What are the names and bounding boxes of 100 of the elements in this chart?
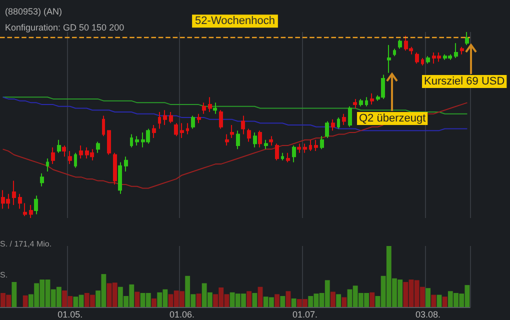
candlestick (454, 42, 458, 59)
candlestick (118, 162, 122, 194)
candlestick (269, 136, 273, 146)
candlestick (320, 136, 324, 150)
candlestick (57, 139, 61, 154)
bar (370, 292, 375, 307)
bar (436, 294, 442, 307)
candlestick (130, 134, 133, 148)
x-tick-label: 01.05. (58, 310, 83, 320)
candlestick (180, 122, 184, 139)
candlestick (62, 144, 66, 158)
candlestick (79, 144, 83, 159)
candlestick (398, 38, 402, 50)
candlestick (12, 180, 16, 206)
candlestick (275, 143, 279, 161)
bar (442, 296, 448, 307)
candlestick (102, 115, 105, 137)
bar (196, 294, 202, 307)
candlestick (107, 130, 111, 156)
candlestick (241, 115, 245, 135)
bar (274, 294, 280, 307)
candlestick (253, 132, 257, 148)
candlestick (281, 152, 284, 161)
candlestick (74, 152, 77, 168)
candlestick (208, 96, 212, 112)
annotation: S. (0, 270, 8, 280)
candlestick (460, 46, 464, 55)
candlestick (174, 122, 178, 137)
candlestick (169, 111, 173, 124)
bar (336, 294, 342, 307)
candlestick (197, 113, 201, 124)
candlestick (219, 110, 223, 130)
candlestick (337, 117, 340, 130)
chart-title: (880953) (AN) (5, 6, 62, 16)
bar (342, 297, 347, 307)
candlestick (51, 146, 55, 165)
bar (258, 286, 263, 307)
candlestick (34, 195, 38, 215)
candlestick (46, 158, 49, 172)
candlestick (124, 156, 128, 172)
candlestick (331, 118, 335, 132)
candlestick (96, 141, 100, 154)
candlestick (18, 193, 22, 210)
candlestick (135, 136, 139, 146)
annotation: S. / 171,4 Mio. (0, 240, 52, 248)
bar (152, 298, 156, 307)
candlestick (158, 111, 161, 130)
candlestick (40, 172, 44, 187)
candlestick (297, 143, 301, 154)
candlestick (213, 102, 217, 114)
candlestick (426, 56, 430, 64)
candlestick (421, 58, 424, 66)
candlestick (353, 98, 357, 109)
candlestick (292, 144, 296, 163)
bar (134, 292, 140, 307)
annotation: Q2 überzeugt (359, 112, 426, 124)
chart-subtitle: Konfiguration: GD 50 150 200 (5, 22, 124, 32)
candlestick (264, 139, 268, 150)
candlestick (186, 122, 189, 135)
ref-line-label: 52-Wochenhoch (195, 15, 275, 28)
candlestick (29, 204, 33, 218)
bar (291, 298, 296, 307)
candlestick (202, 102, 206, 114)
bar (286, 291, 291, 307)
candlestick (415, 52, 419, 64)
x-tick-label: 01.06. (169, 310, 194, 320)
candlestick (359, 98, 363, 107)
candlestick (236, 130, 240, 150)
candlestick (325, 120, 329, 139)
x-tick-label: 01.07. (292, 310, 318, 320)
candlestick (286, 152, 290, 163)
candlestick (393, 48, 396, 57)
candlestick (258, 130, 262, 148)
bar (12, 282, 17, 307)
candlestick (365, 96, 368, 107)
x-tick-label: 03.08. (416, 310, 441, 320)
candlestick (68, 150, 72, 165)
bar (330, 292, 336, 307)
candlestick (23, 202, 27, 217)
candlestick (113, 152, 117, 186)
candlestick (465, 32, 469, 46)
candlestick (230, 124, 234, 139)
bar (246, 291, 252, 307)
candlestick (152, 124, 156, 139)
candlestick (342, 113, 346, 126)
candlestick (348, 106, 352, 128)
bar (22, 295, 28, 307)
candlestick (191, 115, 195, 130)
candlestick (247, 128, 251, 142)
candlestick (163, 110, 167, 126)
bar (280, 296, 286, 307)
candlestick (370, 92, 374, 106)
candlestick (225, 134, 229, 146)
bar (252, 292, 258, 307)
annotation: Kursziel 69 USD (424, 76, 505, 88)
candlestick (309, 139, 312, 152)
bar (426, 288, 431, 307)
candlestick (303, 143, 307, 154)
candlestick (387, 44, 391, 74)
candlestick (314, 139, 318, 152)
